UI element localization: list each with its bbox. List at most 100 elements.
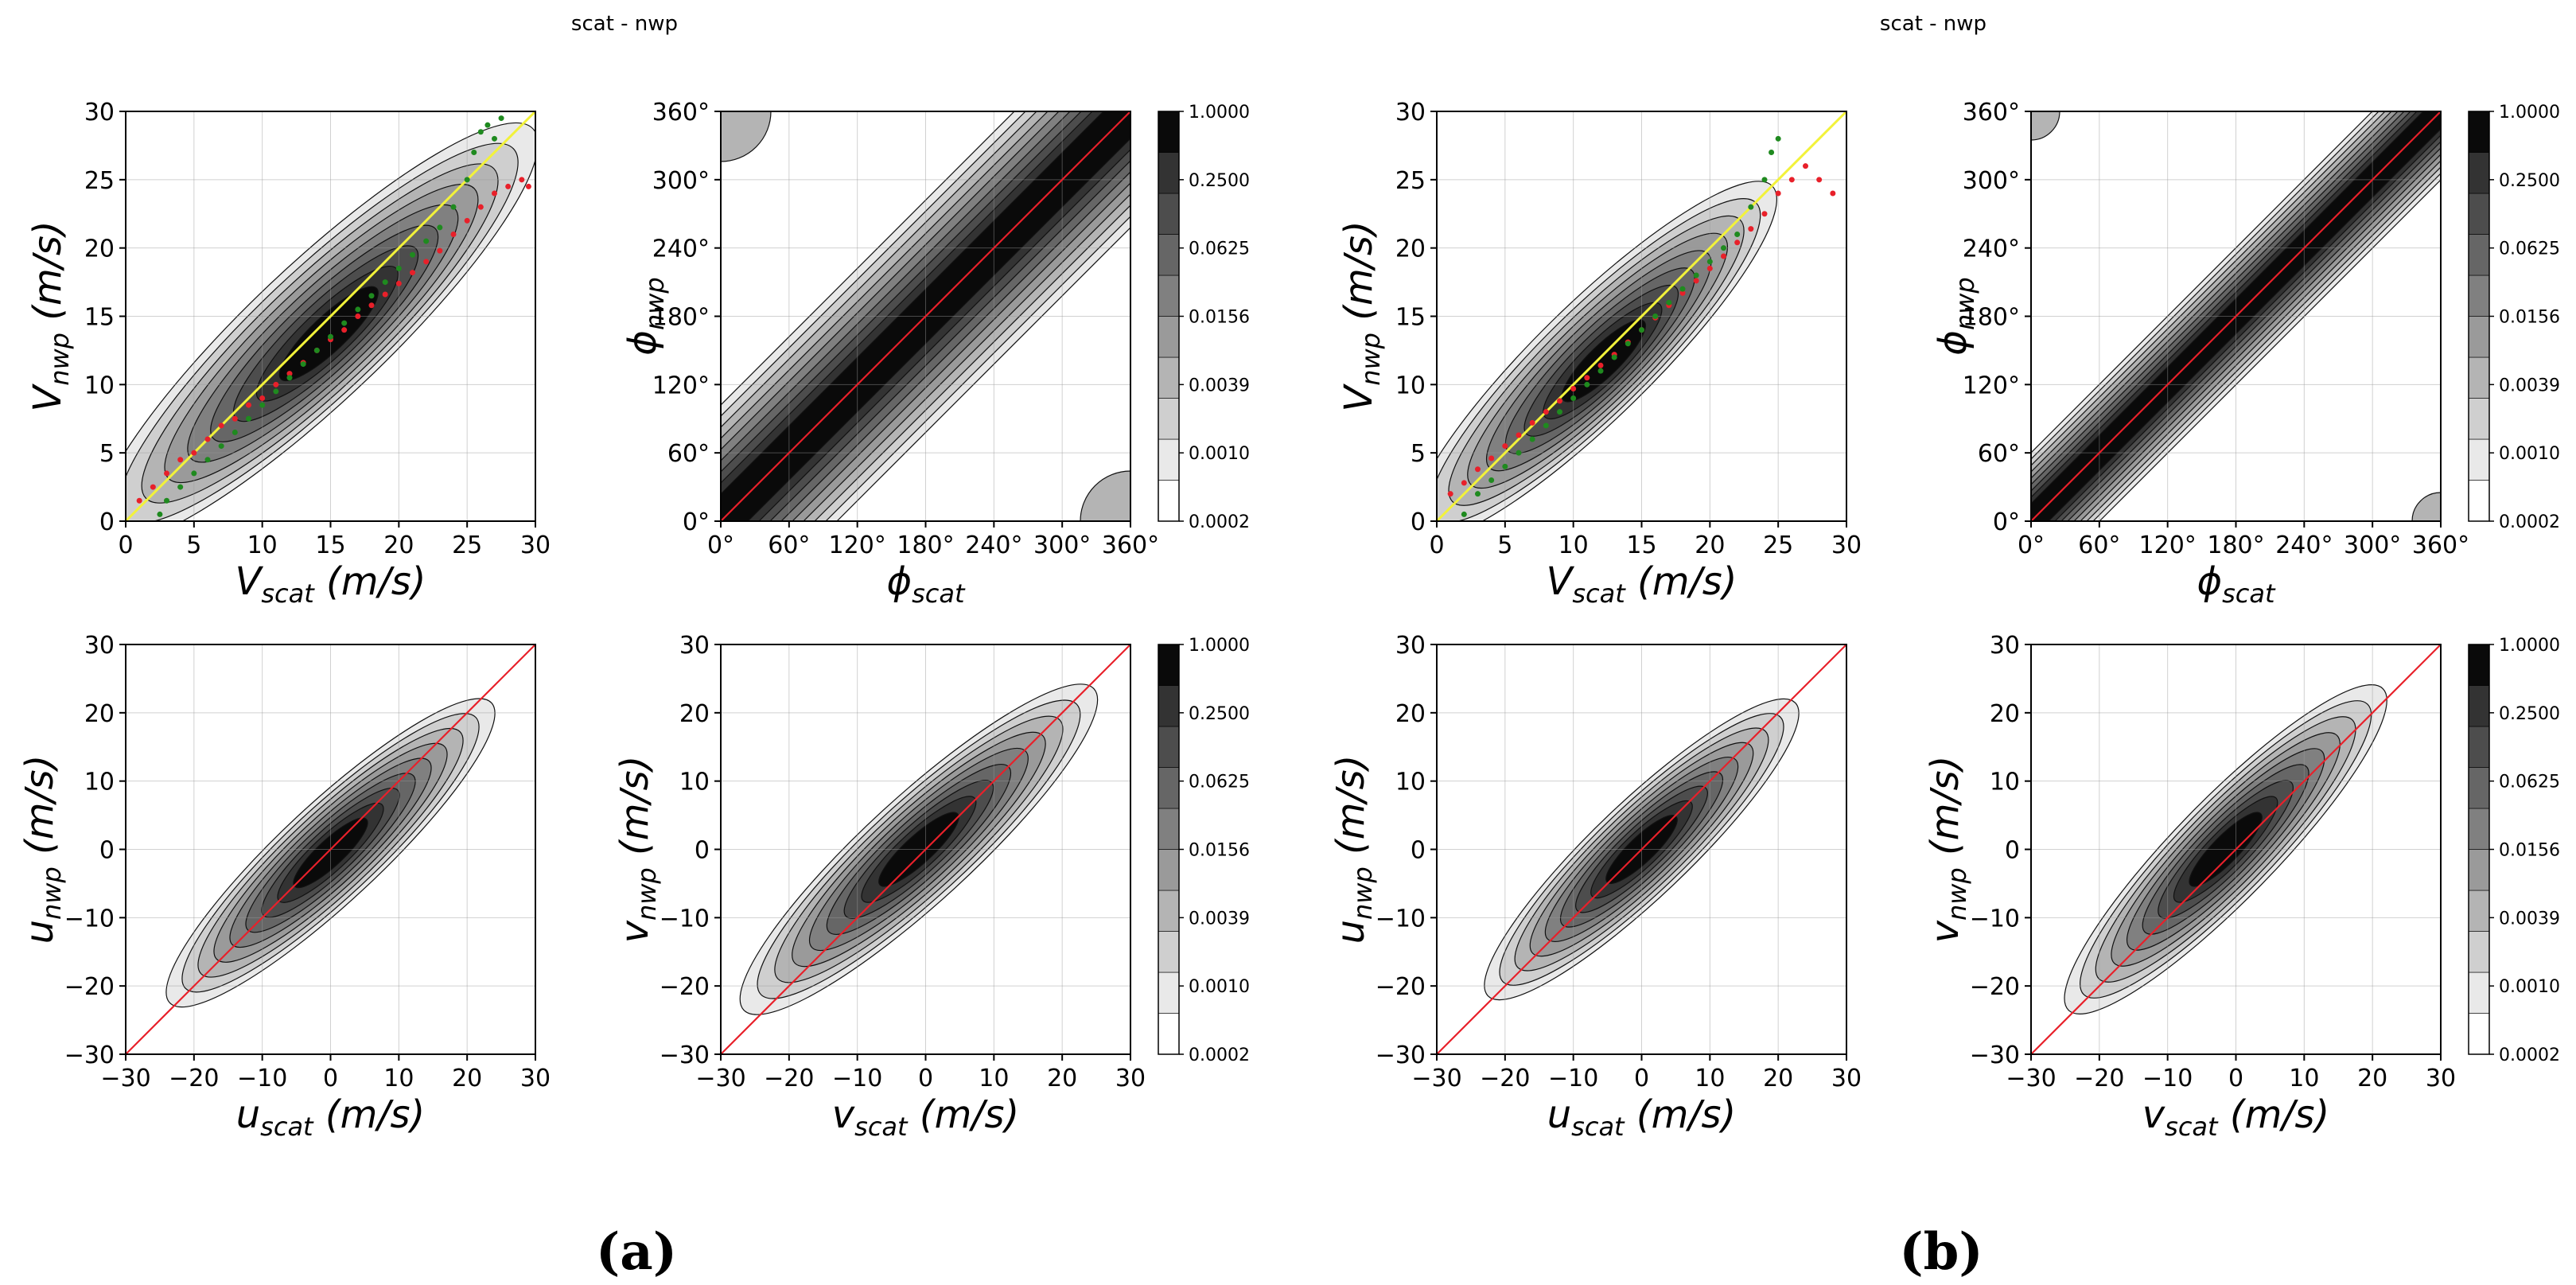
colorbar-segment [1158, 931, 1180, 973]
x-tick-label: 10 [247, 532, 278, 559]
colorbar-tick-label: 0.0002 [1189, 1046, 1250, 1065]
y-axis-label: ϕnwp [1931, 277, 1980, 355]
panel-a-speed: 0 5 10 15 20 25 30 0 5 10 15 20 25 30 Vscat (m/s) Vnwp … [25, 99, 551, 609]
green-point [484, 122, 491, 128]
y-tick-label: −10 [64, 905, 115, 933]
reference-line [1435, 110, 1848, 523]
colorbar-segment [2468, 480, 2490, 522]
green-point [1769, 150, 1775, 155]
x-axis-label: vscat (m/s) [832, 1092, 1019, 1142]
green-point [246, 415, 251, 422]
red-point [1584, 375, 1590, 381]
x-axis-label: ϕscat [2197, 559, 2276, 609]
red-point [1461, 480, 1467, 486]
red-point [191, 450, 197, 456]
y-tick-label: 10 [1395, 372, 1426, 399]
green-point [1721, 245, 1726, 251]
colorbar-tick-label: 0.0010 [1189, 977, 1250, 997]
red-point [1516, 432, 1522, 438]
red-point [1502, 443, 1508, 450]
x-tick-label: 10 [979, 1065, 1009, 1092]
colorbar-tick-label: 0.0010 [2499, 977, 2560, 997]
y-tick-label: 10 [679, 769, 710, 796]
green-point [464, 177, 470, 183]
red-point [464, 217, 470, 224]
colorbar-tick-label: 0.2500 [2499, 171, 2560, 191]
colorbar-tick-label: 0.0156 [1189, 841, 1250, 861]
y-tick-label: 20 [1990, 700, 2020, 728]
colorbar-tick-label: 0.0039 [1189, 909, 1250, 929]
colorbar-tick-label: 0.0002 [2499, 512, 2560, 532]
density-contour [721, 111, 772, 162]
colorbar-segment [2468, 356, 2490, 399]
panel-label-b: (b) [1899, 1222, 1983, 1282]
red-point [341, 327, 348, 333]
colorbar-tick-label: 0.0625 [1189, 239, 1250, 259]
x-tick-label: 20 [383, 532, 414, 559]
green-point [1748, 204, 1754, 210]
green-point [1775, 135, 1781, 142]
red-point [232, 415, 238, 422]
red-point [1775, 190, 1781, 197]
y-axis-label: unwp (m/s) [1329, 755, 1378, 944]
red-point [525, 183, 531, 189]
colorbar-tick-label: 0.0010 [1189, 444, 1250, 464]
red-point [1597, 362, 1604, 368]
red-point [1543, 409, 1549, 415]
x-tick-label: 0 [1634, 1065, 1649, 1092]
colorbar-segment [2468, 111, 2490, 153]
colorbar-segment [2468, 1013, 2490, 1055]
red-point [423, 259, 430, 265]
colorbar-tick-label: 0.0002 [2499, 1046, 2560, 1065]
x-tick-label: −30 [695, 1065, 745, 1092]
green-point [437, 224, 443, 231]
red-point [1761, 211, 1768, 217]
green-point [1488, 477, 1495, 483]
y-tick-label: −30 [660, 1042, 710, 1069]
colorbar-tick-label: 1.0000 [2499, 636, 2560, 656]
colorbar-tick-label: 0.2500 [1189, 171, 1250, 191]
panel-a-dir: 0° 60° 120° 180° 240° 300° 360° 0° 60° 120° 180° 24… [621, 99, 1250, 609]
red-point [1447, 491, 1453, 497]
x-axis-label: uscat (m/s) [1547, 1092, 1737, 1142]
red-point [1830, 190, 1836, 197]
red-point [1748, 226, 1754, 232]
colorbar-segment [1158, 480, 1180, 522]
red-point [1734, 239, 1741, 246]
red-point [355, 313, 361, 319]
identity-line [721, 111, 1130, 521]
colorbar-segment [2468, 644, 2490, 686]
colorbar-tick-label: 0.2500 [2499, 704, 2560, 724]
green-point [1679, 286, 1686, 292]
colorbar-segment [1158, 193, 1180, 235]
x-axis-label: vscat (m/s) [2142, 1092, 2329, 1142]
y-tick-label: 25 [1395, 167, 1426, 195]
colorbar-tick-label: 0.0625 [1189, 773, 1250, 792]
green-point [177, 484, 184, 490]
colorbar-segment [1158, 111, 1180, 153]
x-tick-label: 0° [707, 532, 734, 559]
red-point [382, 291, 388, 298]
y-tick-label: 10 [1990, 769, 2020, 796]
red-point [1693, 278, 1699, 284]
y-tick-label: 0 [99, 837, 115, 865]
green-point [157, 511, 163, 517]
y-tick-label: 30 [1990, 632, 2020, 660]
y-tick-label: 180° [1963, 304, 2020, 332]
y-tick-label: −10 [1376, 905, 1426, 933]
y-axis-label: vnwp (m/s) [613, 756, 662, 944]
red-point [150, 484, 156, 490]
y-tick-label: 300° [652, 167, 710, 195]
red-point [1529, 419, 1535, 426]
colorbar-segment [2468, 316, 2490, 358]
x-tick-label: 0 [1429, 532, 1444, 559]
red-point [1488, 455, 1495, 461]
x-tick-label: 20 [2357, 1065, 2387, 1092]
red-point [177, 457, 184, 463]
green-point [382, 279, 388, 286]
green-point [492, 135, 497, 142]
green-point [355, 306, 361, 313]
green-point [1693, 272, 1699, 278]
y-tick-label: −10 [1970, 905, 2020, 933]
